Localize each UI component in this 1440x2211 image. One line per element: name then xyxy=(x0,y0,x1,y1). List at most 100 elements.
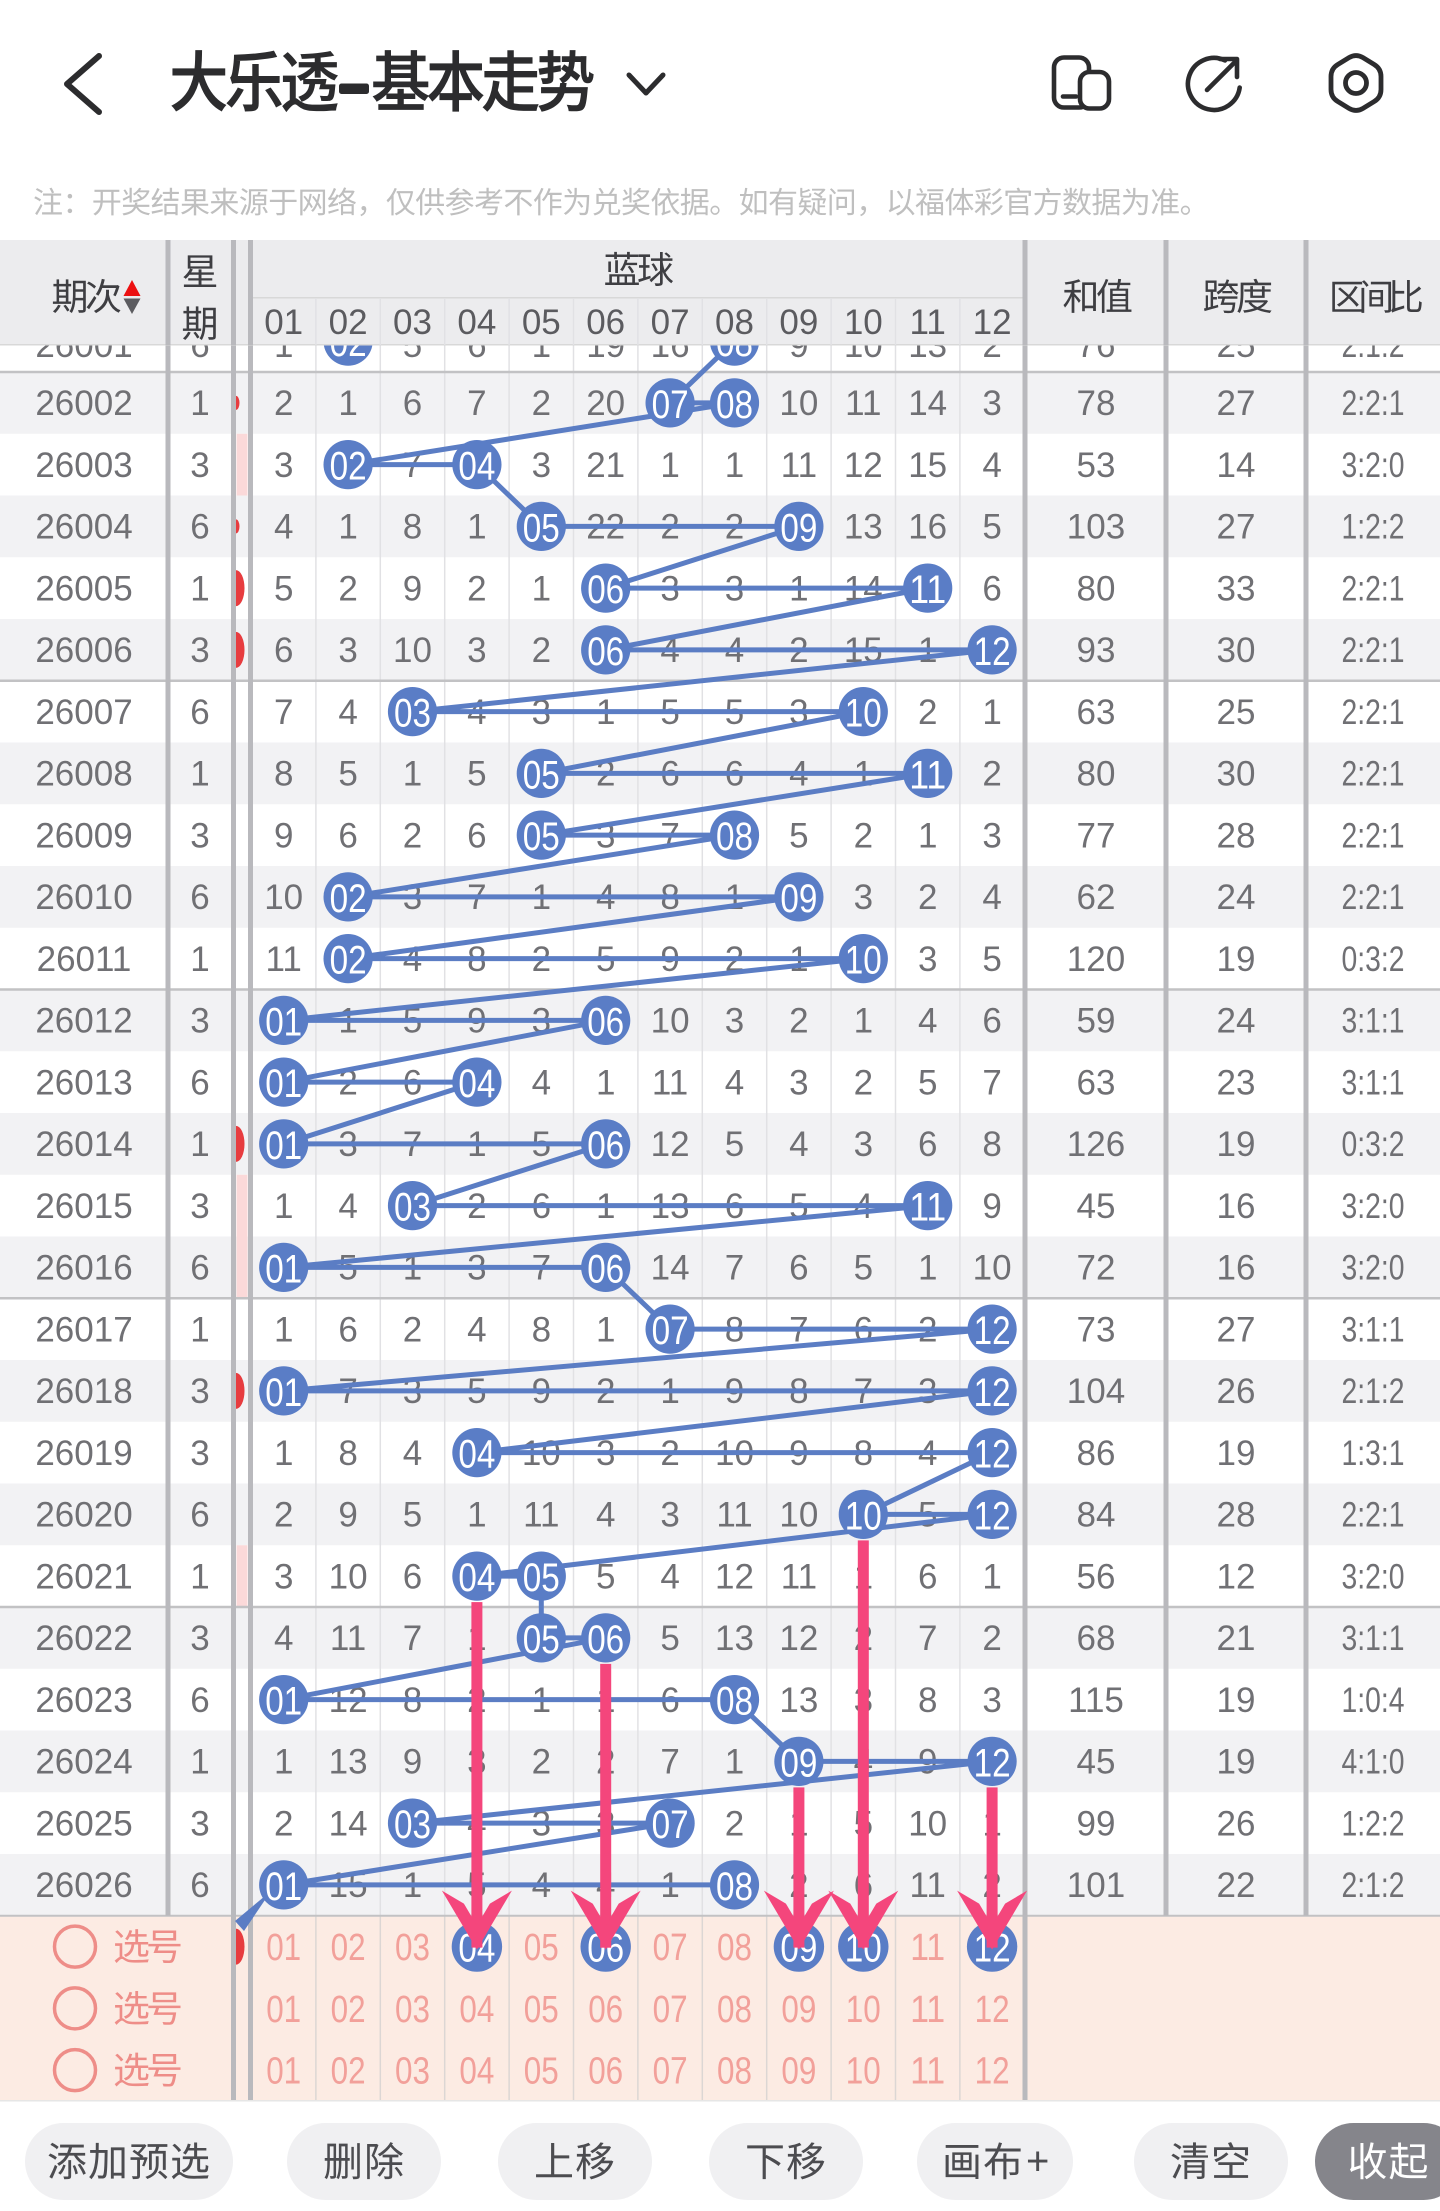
svg-text:86: 86 xyxy=(1077,1434,1116,1473)
svg-text:5: 5 xyxy=(596,1557,615,1596)
svg-text:12: 12 xyxy=(974,1309,1011,1353)
svg-text:3:2:0: 3:2:0 xyxy=(1342,446,1405,485)
svg-text:2: 2 xyxy=(982,755,1001,794)
svg-text:09: 09 xyxy=(781,1989,816,2031)
svg-text:12: 12 xyxy=(974,630,1011,674)
svg-text:02: 02 xyxy=(330,939,367,983)
svg-text:53: 53 xyxy=(1077,446,1116,485)
svg-text:12: 12 xyxy=(974,1494,1011,1538)
svg-text:06: 06 xyxy=(588,2051,623,2093)
svg-text:4: 4 xyxy=(338,693,357,732)
svg-text:06: 06 xyxy=(587,1247,624,1291)
svg-text:08: 08 xyxy=(717,1927,752,1969)
svg-text:12: 12 xyxy=(1217,1557,1256,1596)
svg-text:5: 5 xyxy=(725,1125,744,1164)
svg-text:10: 10 xyxy=(264,878,303,917)
svg-text:05: 05 xyxy=(524,2051,559,2093)
svg-text:11: 11 xyxy=(523,1496,559,1535)
svg-text:19: 19 xyxy=(1217,1125,1256,1164)
svg-text:120: 120 xyxy=(1067,940,1125,979)
svg-text:6: 6 xyxy=(918,1557,937,1596)
svg-text:6: 6 xyxy=(190,1681,209,1720)
svg-text:10: 10 xyxy=(845,1494,882,1538)
svg-text:0:3:2: 0:3:2 xyxy=(1342,940,1405,979)
svg-text:6: 6 xyxy=(789,1249,808,1288)
svg-text:59: 59 xyxy=(1077,1002,1116,1041)
svg-text:26003: 26003 xyxy=(35,446,132,485)
svg-text:6: 6 xyxy=(467,816,486,855)
svg-text:08: 08 xyxy=(715,303,754,342)
svg-text:6: 6 xyxy=(403,1557,422,1596)
svg-text:1:2:2: 1:2:2 xyxy=(1342,508,1405,547)
svg-text:1:3:1: 1:3:1 xyxy=(1342,1434,1405,1473)
svg-text:2: 2 xyxy=(274,1496,293,1535)
svg-text:3: 3 xyxy=(190,1372,209,1411)
svg-text:10: 10 xyxy=(651,1002,690,1041)
svg-text:01: 01 xyxy=(265,1124,302,1168)
svg-text:28: 28 xyxy=(1217,1496,1256,1535)
svg-text:26012: 26012 xyxy=(35,1002,132,1041)
svg-text:4: 4 xyxy=(274,508,293,547)
svg-text:08: 08 xyxy=(716,815,753,859)
svg-text:14: 14 xyxy=(329,1804,368,1843)
svg-text:24: 24 xyxy=(1217,1002,1256,1041)
svg-text:04: 04 xyxy=(458,1433,495,1477)
svg-text:09: 09 xyxy=(780,506,817,550)
svg-text:26020: 26020 xyxy=(35,1496,132,1535)
svg-text:05: 05 xyxy=(524,1927,559,1969)
svg-text:12: 12 xyxy=(974,1741,1011,1785)
svg-text:07: 07 xyxy=(652,1803,689,1847)
svg-text:01: 01 xyxy=(266,1927,301,1969)
svg-text:06: 06 xyxy=(587,1618,624,1662)
svg-text:4: 4 xyxy=(982,878,1001,917)
svg-text:1: 1 xyxy=(274,1743,293,1782)
svg-text:3: 3 xyxy=(982,384,1001,423)
svg-text:03: 03 xyxy=(394,692,431,736)
svg-text:1: 1 xyxy=(982,1557,1001,1596)
svg-text:26: 26 xyxy=(1217,1804,1256,1843)
svg-text:3:2:0: 3:2:0 xyxy=(1342,1249,1405,1288)
svg-text:3:2:0: 3:2:0 xyxy=(1342,1187,1405,1226)
svg-text:01: 01 xyxy=(266,2051,301,2093)
svg-text:2: 2 xyxy=(403,1310,422,1349)
svg-text:6: 6 xyxy=(190,1063,209,1102)
svg-text:01: 01 xyxy=(265,1000,302,1044)
svg-text:7: 7 xyxy=(403,1619,422,1658)
svg-text:2:2:1: 2:2:1 xyxy=(1342,755,1405,794)
svg-text:4: 4 xyxy=(338,1187,357,1226)
svg-text:2: 2 xyxy=(789,1002,808,1041)
svg-text:1: 1 xyxy=(274,1434,293,1473)
svg-text:07: 07 xyxy=(653,2051,688,2093)
svg-text:9: 9 xyxy=(403,569,422,608)
svg-text:2: 2 xyxy=(854,816,873,855)
svg-text:09: 09 xyxy=(779,303,818,342)
svg-text:26018: 26018 xyxy=(35,1372,132,1411)
svg-text:5: 5 xyxy=(338,755,357,794)
svg-text:2: 2 xyxy=(532,1743,551,1782)
svg-text:10: 10 xyxy=(973,1249,1012,1288)
svg-text:14: 14 xyxy=(651,1249,690,1288)
svg-text:2: 2 xyxy=(854,1063,873,1102)
svg-text:03: 03 xyxy=(395,1989,430,2031)
svg-text:1: 1 xyxy=(190,1557,209,1596)
svg-text:1: 1 xyxy=(338,508,357,547)
svg-text:3: 3 xyxy=(338,631,357,670)
svg-text:21: 21 xyxy=(586,446,625,485)
svg-text:22: 22 xyxy=(1217,1866,1256,1905)
svg-text:26006: 26006 xyxy=(35,631,132,670)
svg-text:01: 01 xyxy=(264,303,303,342)
svg-text:73: 73 xyxy=(1077,1310,1116,1349)
svg-text:26016: 26016 xyxy=(35,1249,132,1288)
svg-text:26013: 26013 xyxy=(35,1063,132,1102)
svg-text:11: 11 xyxy=(910,303,946,342)
svg-text:77: 77 xyxy=(1077,816,1116,855)
svg-text:2: 2 xyxy=(274,384,293,423)
svg-text:6: 6 xyxy=(403,384,422,423)
svg-text:26010: 26010 xyxy=(35,878,132,917)
svg-text:12: 12 xyxy=(973,303,1012,342)
svg-text:7: 7 xyxy=(725,1249,744,1288)
svg-text:27: 27 xyxy=(1217,1310,1256,1349)
svg-text:04: 04 xyxy=(458,1062,495,1106)
svg-text:06: 06 xyxy=(587,568,624,612)
svg-text:2:2:1: 2:2:1 xyxy=(1342,384,1405,423)
